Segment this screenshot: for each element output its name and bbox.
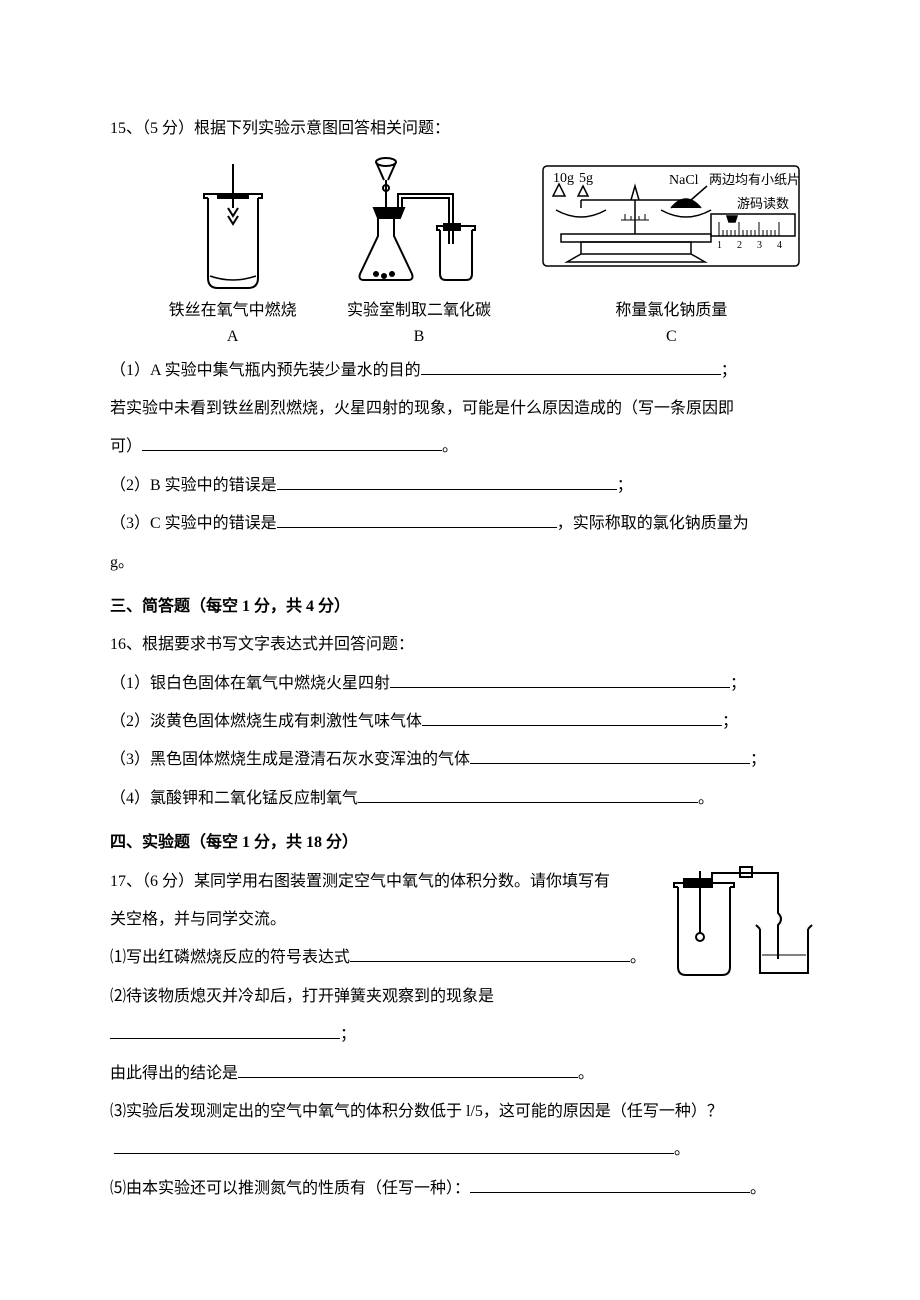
- punct: 。: [630, 949, 646, 966]
- q15-sub3b: g。: [110, 544, 820, 582]
- oxygen-volume-apparatus-icon: [660, 863, 820, 983]
- punct: 。: [442, 438, 458, 455]
- q15-diagram-c: 10g 5g: [541, 164, 801, 349]
- caption-text: 铁丝在氧气中燃烧: [169, 298, 297, 324]
- text: （1）A 实验中集气瓶内预先装少量水的目的: [110, 362, 421, 379]
- caption-text: 实验室制取二氧化碳: [347, 298, 491, 324]
- q16-s1: （1）银白色固体在氧气中燃烧火星四射 ；: [110, 665, 820, 703]
- punct: ；: [340, 1026, 356, 1043]
- blank[interactable]: [470, 748, 750, 764]
- q15-sub1c: 可） 。: [110, 428, 820, 466]
- caption-letter: B: [347, 324, 491, 350]
- q16-s2: （2）淡黄色固体燃烧生成有刺激性气味气体 ；: [110, 703, 820, 741]
- caption-letter: A: [169, 324, 297, 350]
- svg-text:10g: 10g: [553, 171, 574, 186]
- diagram-c-caption: 称量氯化钠质量 C: [615, 298, 727, 349]
- svg-text:2: 2: [737, 240, 742, 251]
- punct: ；: [721, 362, 737, 379]
- text: （2）B 实验中的错误是: [110, 477, 277, 494]
- text: （3）C 实验中的错误是: [110, 515, 277, 532]
- q16-lead: 16、根据要求书写文字表达式并回答问题：: [110, 626, 820, 664]
- blank[interactable]: [277, 474, 617, 490]
- punct: ；: [750, 751, 766, 768]
- text: （4）氯酸钾和二氧化锰反应制氧气: [110, 790, 358, 807]
- q17-s2b: 由此得出的结论是 。: [110, 1055, 820, 1093]
- blank[interactable]: [238, 1062, 578, 1078]
- q17-s5: ⑸由本实验还可以推测氮气的性质有（任写一种）： 。: [110, 1170, 820, 1208]
- q15-diagram-a: 铁丝在氧气中燃烧 A: [169, 164, 297, 349]
- q15-sub1: （1）A 实验中集气瓶内预先装少量水的目的 ；: [110, 352, 820, 390]
- punct: ；: [730, 675, 746, 692]
- blank[interactable]: [422, 710, 722, 726]
- blank[interactable]: [470, 1177, 750, 1193]
- blank[interactable]: [390, 672, 730, 688]
- caption-text: 称量氯化钠质量: [615, 298, 727, 324]
- punct: 。: [578, 1065, 594, 1082]
- punct: 。: [698, 790, 714, 807]
- blank[interactable]: [277, 512, 557, 528]
- svg-text:游码读数: 游码读数: [737, 196, 789, 211]
- svg-text:5g: 5g: [579, 171, 593, 186]
- punct: 。: [674, 1141, 690, 1158]
- section-4-heading: 四、实验题（每空 1 分，共 18 分）: [110, 824, 820, 862]
- text: ⑵待该物质熄灭并冷却后，打开弹簧夹观察到的现象是: [110, 988, 494, 1005]
- q16-s4: （4）氯酸钾和二氧化锰反应制氧气 。: [110, 780, 820, 818]
- caption-letter: C: [615, 324, 727, 350]
- svg-text:两边均有小纸片: 两边均有小纸片: [709, 172, 800, 187]
- blank[interactable]: [114, 1138, 674, 1154]
- blank[interactable]: [110, 1023, 340, 1039]
- svg-text:4: 4: [777, 240, 782, 251]
- q17-figure: [660, 863, 820, 998]
- diagram-b-caption: 实验室制取二氧化碳 B: [347, 298, 491, 349]
- text: 由此得出的结论是: [110, 1065, 238, 1082]
- balance-scale-icon: 10g 5g: [541, 164, 801, 294]
- section-3-heading: 三、简答题（每空 1 分，共 4 分）: [110, 588, 820, 626]
- svg-text:NaCl: NaCl: [669, 173, 699, 188]
- blank[interactable]: [421, 359, 721, 375]
- blank[interactable]: [350, 946, 630, 962]
- punct: 。: [750, 1180, 766, 1197]
- q15-sub3: （3）C 实验中的错误是 ，实际称取的氯化钠质量为: [110, 505, 820, 543]
- text: ⑸由本实验还可以推测氮气的性质有（任写一种）：: [110, 1180, 470, 1197]
- q17-s3-blank: 。: [110, 1131, 820, 1169]
- svg-text:1: 1: [717, 240, 722, 251]
- text: （2）淡黄色固体燃烧生成有刺激性气味气体: [110, 713, 422, 730]
- diagram-a-caption: 铁丝在氧气中燃烧 A: [169, 298, 297, 349]
- text2: ，实际称取的氯化钠质量为: [557, 515, 749, 532]
- jar-combustion-icon: [178, 164, 288, 294]
- text: ⑴写出红磷燃烧反应的符号表达式: [110, 949, 350, 966]
- q15-sub1b: 若实验中未看到铁丝剧烈燃烧，火星四射的现象，可能是什么原因造成的（写一条原因即: [110, 390, 820, 428]
- blank[interactable]: [358, 787, 698, 803]
- q16-s3: （3）黑色固体燃烧生成是澄清石灰水变浑浊的气体 ；: [110, 741, 820, 779]
- co2-apparatus-icon: [344, 154, 494, 294]
- text: （3）黑色固体燃烧生成是澄清石灰水变浑浊的气体: [110, 751, 470, 768]
- svg-text:3: 3: [757, 240, 762, 251]
- text: 可）: [110, 438, 142, 455]
- q15-sub2: （2）B 实验中的错误是 ；: [110, 467, 820, 505]
- text: （1）银白色固体在氧气中燃烧火星四射: [110, 675, 390, 692]
- q15-lead: 15、（5 分）根据下列实验示意图回答相关问题：: [110, 110, 820, 148]
- q15-diagram-b: 实验室制取二氧化碳 B: [344, 154, 494, 349]
- punct: ；: [722, 713, 738, 730]
- q15-diagrams: 铁丝在氧气中燃烧 A: [150, 154, 820, 349]
- q17-s3: ⑶实验后发现测定出的空气中氧气的体积分数低于 l/5，这可能的原因是（任写一种）…: [110, 1093, 820, 1131]
- blank[interactable]: [142, 435, 442, 451]
- punct: ；: [617, 477, 633, 494]
